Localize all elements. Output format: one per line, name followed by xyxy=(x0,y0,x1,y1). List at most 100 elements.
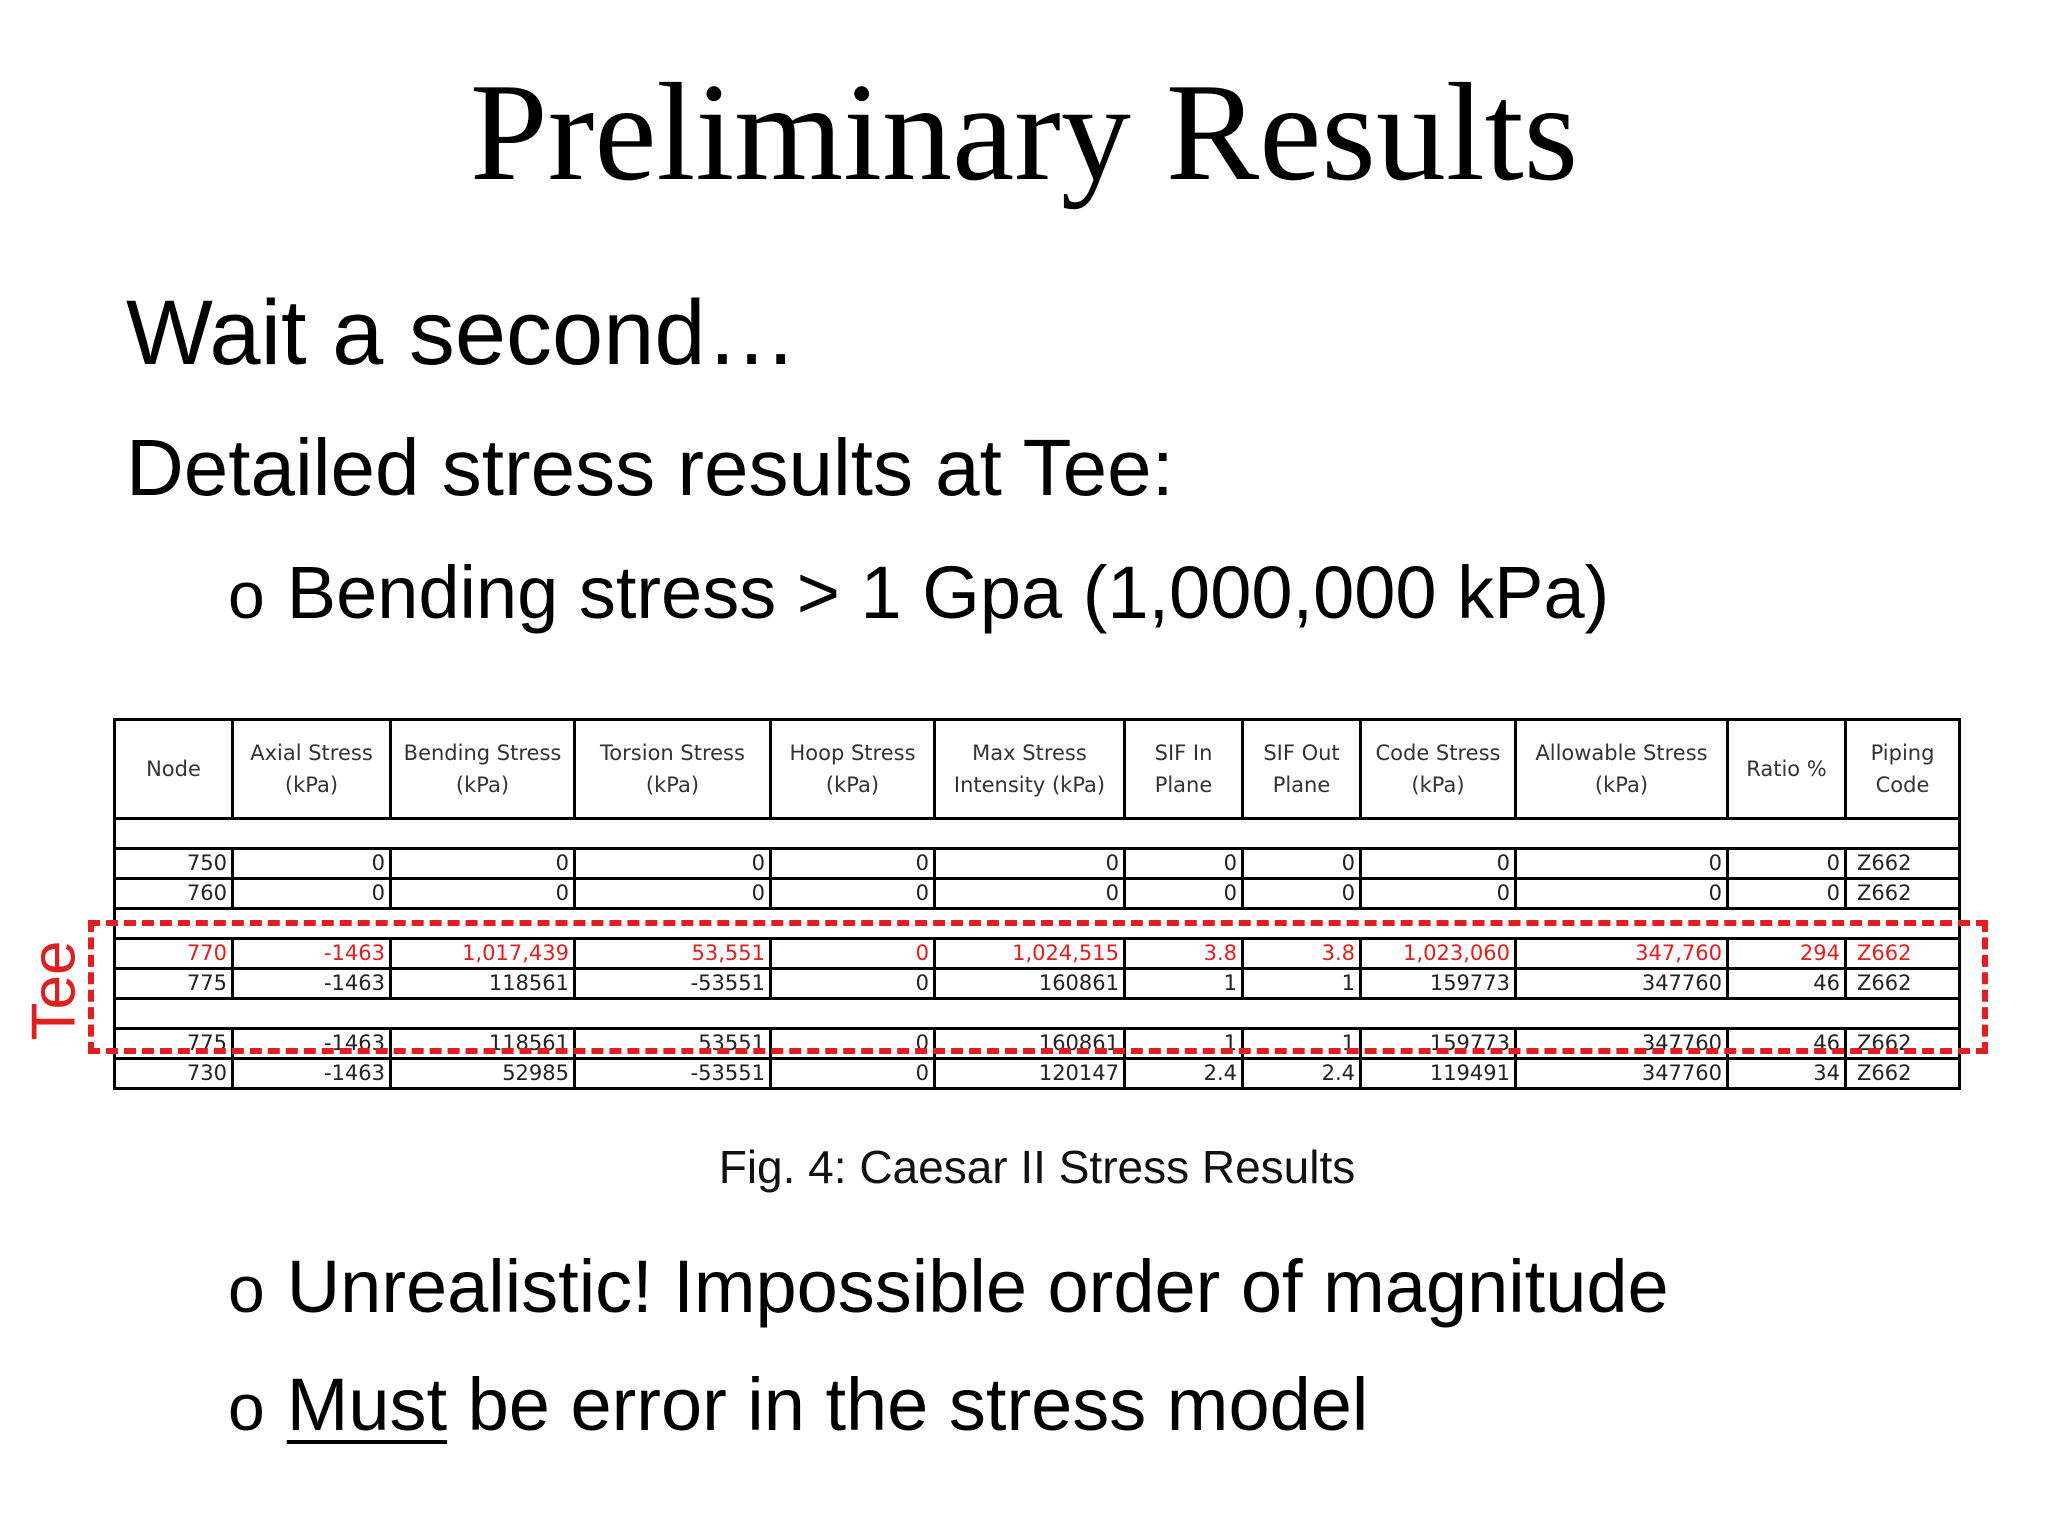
table-cell: 3.8 xyxy=(1123,937,1244,970)
table-cell: 1 xyxy=(1241,967,1362,1000)
table-cell: 53,551 xyxy=(573,937,772,970)
table-cell: 160861 xyxy=(933,967,1126,1000)
table-row: 750 0 0 0 0 0 0 0 0 0 0 Z662 xyxy=(113,847,1961,880)
table-header-cell: Allowable Stress (kPa) xyxy=(1514,718,1729,820)
table-spacer-row xyxy=(113,817,1961,850)
table-cell: 775 xyxy=(113,967,234,1000)
table-cell: 0 xyxy=(1359,847,1517,880)
table-cell: 118561 xyxy=(389,967,576,1000)
table-cell: 0 xyxy=(1514,847,1729,880)
table-cell: Z662 xyxy=(1844,847,1961,880)
table-header-cell: Hoop Stress (kPa) xyxy=(769,718,936,820)
table-cell: 294 xyxy=(1726,937,1847,970)
slide-title: Preliminary Results xyxy=(469,55,1579,210)
table-cell: 2.4 xyxy=(1123,1057,1244,1090)
table-cell: 0 xyxy=(389,847,576,880)
table-header-cell: Bending Stress (kPa) xyxy=(389,718,576,820)
table-cell: 750 xyxy=(113,847,234,880)
bullet-text: be error in the stress model xyxy=(447,1363,1369,1446)
table-cell: 0 xyxy=(573,847,772,880)
bullet-text: Unrealistic! Impossible order of magnitu… xyxy=(286,1245,1669,1328)
table-cell: 3.8 xyxy=(1241,937,1362,970)
table-cell: 0 xyxy=(769,1057,936,1090)
table-spacer-row xyxy=(113,997,1961,1030)
table-cell: 760 xyxy=(113,877,234,910)
table-cell: -1463 xyxy=(231,967,392,1000)
bullet-marker: o xyxy=(228,1252,265,1326)
table-cell: -53551 xyxy=(573,1057,772,1090)
bullet-bending-stress: o Bending stress > 1 Gpa (1,000,000 kPa) xyxy=(228,548,1609,640)
table-cell: 730 xyxy=(113,1057,234,1090)
table-cell: 347760 xyxy=(1514,967,1729,1000)
table-cell: -1463 xyxy=(231,1057,392,1090)
table-cell: 159773 xyxy=(1359,1027,1517,1060)
table-cell: 0 xyxy=(231,847,392,880)
table-cell: 0 xyxy=(769,877,936,910)
table-spacer-cell xyxy=(113,997,1961,1030)
table-header-cell: Axial Stress (kPa) xyxy=(231,718,392,820)
bullet-text: Bending stress > 1 Gpa (1,000,000 kPa) xyxy=(286,551,1610,634)
table-cell: 0 xyxy=(1123,877,1244,910)
table-cell: 0 xyxy=(769,937,936,970)
table-cell: 0 xyxy=(769,1027,936,1060)
table-header-cell: SIF In Plane xyxy=(1123,718,1244,820)
table-cell: -53551 xyxy=(573,967,772,1000)
bullet-model-error: o Must be error in the stress model xyxy=(228,1360,1368,1452)
table-cell: 1,017,439 xyxy=(389,937,576,970)
table-row-highlighted: 770 -1463 1,017,439 53,551 0 1,024,515 3.8 3.8 1… xyxy=(113,937,1961,970)
tee-highlight-box xyxy=(88,920,1988,1054)
bullet-marker: o xyxy=(228,1370,265,1444)
table-row: 775 -1463 118561 53551 0 160861 1 1 159773 347760… xyxy=(113,1027,1961,1060)
table-cell: 0 xyxy=(1241,877,1362,910)
table-cell: 0 xyxy=(389,877,576,910)
table-cell: 2.4 xyxy=(1241,1057,1362,1090)
table-cell: 0 xyxy=(1514,877,1729,910)
table-cell: 0 xyxy=(933,877,1126,910)
table-cell: 0 xyxy=(231,877,392,910)
slide-heading: Wait a second… xyxy=(126,282,798,384)
table-header-cell: Code Stress (kPa) xyxy=(1359,718,1517,820)
table-header-cell: Node xyxy=(113,718,234,820)
table-cell: 0 xyxy=(1359,877,1517,910)
table-cell: 0 xyxy=(1241,847,1362,880)
table-cell: 0 xyxy=(769,847,936,880)
figure-caption: Fig. 4: Caesar II Stress Results xyxy=(718,1141,1356,1193)
table-cell: 1,024,515 xyxy=(933,937,1126,970)
table-cell: 46 xyxy=(1726,967,1847,1000)
tee-label: Tee xyxy=(19,940,89,1040)
table-cell: 0 xyxy=(573,877,772,910)
table-cell: 0 xyxy=(933,847,1126,880)
table-cell: 1 xyxy=(1123,967,1244,1000)
table-cell: 0 xyxy=(1726,847,1847,880)
bullet-underlined-word: Must xyxy=(286,1363,448,1446)
table-cell: Z662 xyxy=(1844,967,1961,1000)
table-cell: 52985 xyxy=(389,1057,576,1090)
table-row: 730 -1463 52985 -53551 0 120147 2.4 2.4 119491 34… xyxy=(113,1057,1961,1090)
table-cell: Z662 xyxy=(1844,1057,1961,1090)
table-cell: 0 xyxy=(1726,877,1847,910)
table-cell: -1463 xyxy=(231,937,392,970)
table-header-cell: Piping Code xyxy=(1844,718,1961,820)
table-cell: 0 xyxy=(769,967,936,1000)
table-cell: Z662 xyxy=(1844,877,1961,910)
table-cell: 347760 xyxy=(1514,1057,1729,1090)
table-cell: 120147 xyxy=(933,1057,1126,1090)
table-cell: 119491 xyxy=(1359,1057,1517,1090)
table-cell: 0 xyxy=(1123,847,1244,880)
bullet-unrealistic: o Unrealistic! Impossible order of magnit… xyxy=(228,1242,1669,1334)
table-cell: 770 xyxy=(113,937,234,970)
slide-subheading: Detailed stress results at Tee: xyxy=(126,423,1174,512)
table-header-cell: Ratio % xyxy=(1726,718,1847,820)
bullet-marker: o xyxy=(228,558,265,632)
stress-results-table: Node Axial Stress (kPa) Bending Stress (kPa)… xyxy=(113,718,1961,1090)
table-cell: Z662 xyxy=(1844,937,1961,970)
table-row: 760 0 0 0 0 0 0 0 0 0 0 Z662 xyxy=(113,877,1961,910)
table-header-row: Node Axial Stress (kPa) Bending Stress (kPa)… xyxy=(113,718,1961,820)
table-cell: 347,760 xyxy=(1514,937,1729,970)
table-row: 775 -1463 118561 -53551 0 160861 1 1 159773 34776… xyxy=(113,967,1961,1000)
table-cell: 1,023,060 xyxy=(1359,937,1517,970)
table-header-cell: Max Stress Intensity (kPa) xyxy=(933,718,1126,820)
table-header-cell: SIF Out Plane xyxy=(1241,718,1362,820)
table-header-cell: Torsion Stress (kPa) xyxy=(573,718,772,820)
table-spacer-cell xyxy=(113,817,1961,850)
